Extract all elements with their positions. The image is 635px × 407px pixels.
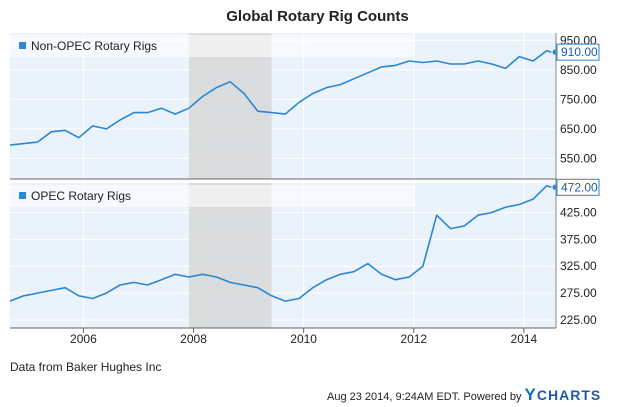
axes: 950.00850.00750.00650.00550.00910.00425.… xyxy=(10,33,600,346)
y-tick-label: 750.00 xyxy=(560,92,597,106)
recession-band-shade xyxy=(188,183,272,328)
y-tick-label: 850.00 xyxy=(560,63,597,77)
footer-timestamp: Aug 23 2014, 9:24AM EDT. xyxy=(327,391,461,403)
y-tick-label: 425.00 xyxy=(560,206,597,220)
chart-title: Global Rotary Rig Counts xyxy=(226,8,409,25)
recession-band-shade xyxy=(188,33,272,179)
ycharts-logo-y: Y xyxy=(524,385,537,404)
y-tick-label: 650.00 xyxy=(560,122,597,136)
legend-swatch xyxy=(19,192,26,199)
bottom-panel-bg xyxy=(10,183,556,328)
y-tick-label: 325.00 xyxy=(560,259,597,273)
series-line-non-opec xyxy=(9,49,552,146)
ycharts-logo[interactable]: YCHARTS xyxy=(524,385,602,404)
source-note: Data from Baker Hughes Inc xyxy=(10,360,162,374)
x-tick-label: 2010 xyxy=(290,332,317,346)
top-panel-bg xyxy=(10,33,556,179)
x-tick-label: 2006 xyxy=(70,332,97,346)
recession-band xyxy=(188,33,272,328)
y-tick-label: 550.00 xyxy=(560,151,597,165)
last-value-box xyxy=(556,43,600,61)
x-tick-label: 2012 xyxy=(400,332,427,346)
legend-label: OPEC Rotary Rigs xyxy=(31,189,131,203)
legend-label: Non-OPEC Rotary Rigs xyxy=(31,39,157,53)
footer-powered-by: Powered by xyxy=(463,391,522,403)
legend-bg xyxy=(10,185,415,207)
legend-bg xyxy=(10,35,415,57)
x-tick-label: 2008 xyxy=(180,332,207,346)
ycharts-logo-text: CHARTS xyxy=(536,387,602,403)
last-value-box xyxy=(556,178,600,196)
legend-swatch xyxy=(19,42,26,49)
y-tick-label: 375.00 xyxy=(560,232,597,246)
last-value-label: 910.00 xyxy=(561,45,598,59)
y-tick-label: 225.00 xyxy=(560,313,597,327)
legends: Non-OPEC Rotary Rigs OPEC Rotary Rigs xyxy=(10,35,415,207)
x-tick-label: 2014 xyxy=(511,332,538,346)
footer: Aug 23 2014, 9:24AM EDT. Powered by YCHA… xyxy=(327,385,601,405)
series-line-opec xyxy=(9,184,552,302)
y-tick-label: 275.00 xyxy=(560,286,597,300)
last-value-label: 472.00 xyxy=(561,180,598,194)
